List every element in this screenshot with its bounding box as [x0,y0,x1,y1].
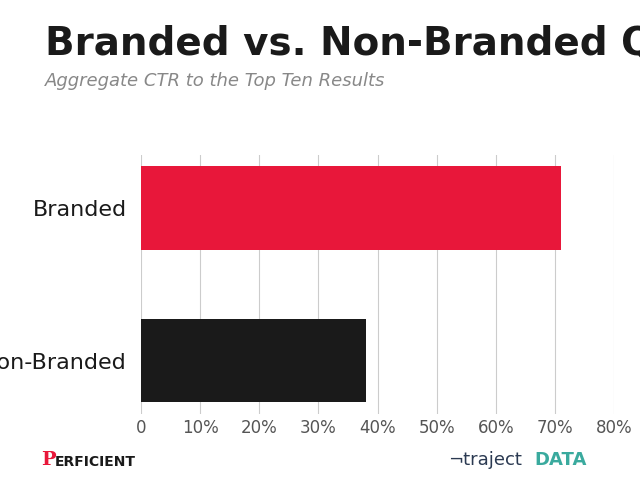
Text: Branded vs. Non-Branded Queries: Branded vs. Non-Branded Queries [45,25,640,63]
Text: Aggregate CTR to the Top Ten Results: Aggregate CTR to the Top Ten Results [45,72,385,90]
Bar [141,167,561,250]
Text: P: P [42,451,56,469]
Text: ¬traject: ¬traject [448,451,522,469]
Text: ERFICIENT: ERFICIENT [54,455,136,469]
Text: DATA: DATA [534,451,587,469]
Bar [141,319,366,402]
